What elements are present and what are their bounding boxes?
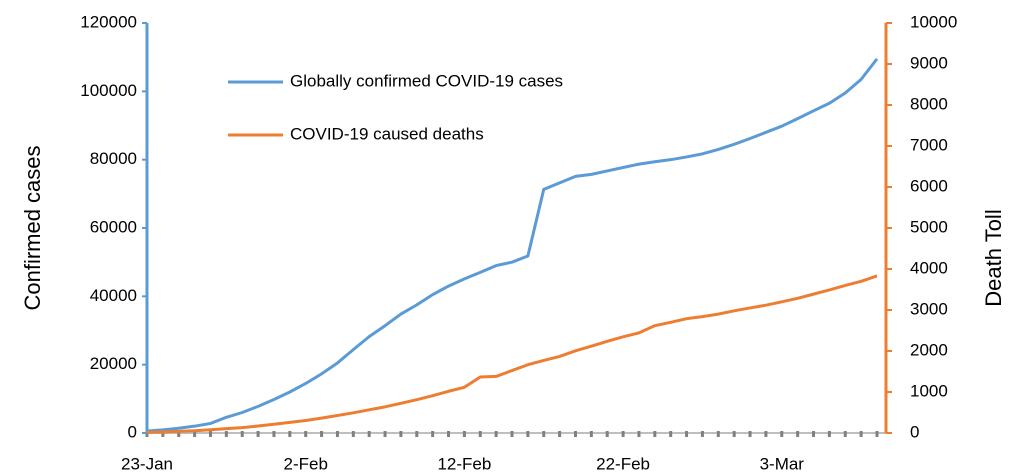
- x-tick-label: 22-Feb: [596, 454, 650, 473]
- y-tick-label: 0: [128, 422, 137, 441]
- y-tick-label: 120000: [80, 12, 137, 31]
- y-tick-label: 60000: [90, 217, 137, 236]
- y-tick-label: 80000: [90, 149, 137, 168]
- y2-tick-label: 8000: [910, 94, 948, 113]
- x-tick-label: 23-Jan: [121, 454, 173, 473]
- x-tick-label: 2-Feb: [283, 454, 327, 473]
- x-tick-label: 3-Mar: [760, 454, 805, 473]
- y-tick-label: 20000: [90, 354, 137, 373]
- y2-tick-label: 4000: [910, 258, 948, 277]
- y2-tick-label: 7000: [910, 135, 948, 154]
- y2-tick-label: 6000: [910, 176, 948, 195]
- series-line: [146, 57, 879, 433]
- y2-tick-label: 2000: [910, 340, 948, 359]
- y2-axis-title: Death Toll: [981, 209, 1006, 306]
- y-axis-title: Confirmed cases: [20, 145, 45, 310]
- y-tick-label: 100000: [80, 81, 137, 100]
- y2-tick-label: 10000: [910, 12, 957, 31]
- series-line: [146, 274, 878, 434]
- y2-tick-label: 5000: [910, 217, 948, 236]
- y2-tick-label: 9000: [910, 53, 948, 72]
- y2-tick-label: 1000: [910, 381, 948, 400]
- y2-tick-label: 3000: [910, 299, 948, 318]
- x-tick-label: 12-Feb: [437, 454, 491, 473]
- legend-label: COVID-19 caused deaths: [290, 124, 484, 143]
- legend-label: Globally confirmed COVID-19 cases: [290, 71, 563, 90]
- y2-tick-label: 0: [910, 422, 919, 441]
- y-tick-label: 40000: [90, 286, 137, 305]
